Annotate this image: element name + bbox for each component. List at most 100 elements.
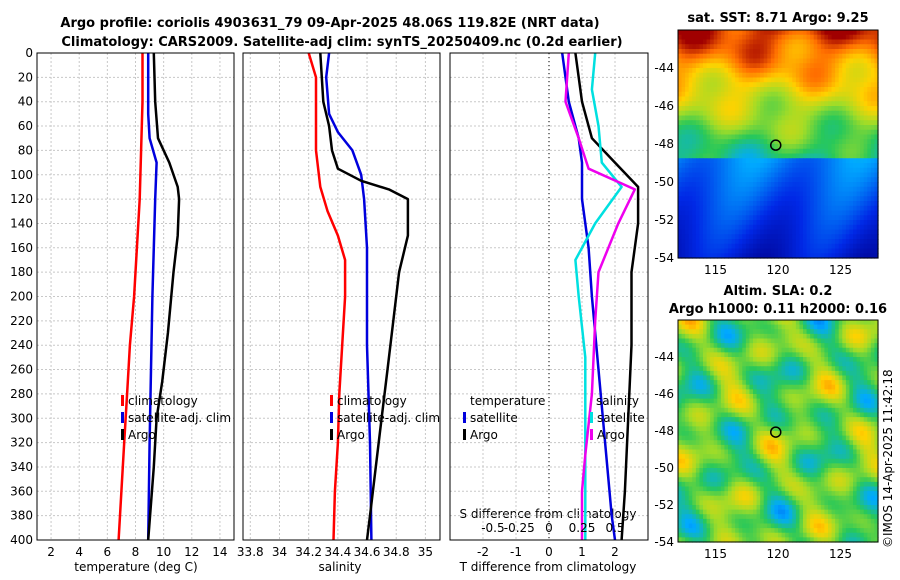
sst-map-cell [817, 96, 822, 102]
sla-map-cell [842, 426, 847, 432]
sst-map-cell [760, 215, 765, 221]
sst-map-cell [845, 106, 851, 112]
temperature-panel [36, 52, 235, 541]
sst-map-cell [785, 101, 790, 107]
sst-map-cell [799, 101, 804, 107]
sst-map-cell [810, 167, 815, 174]
sst-map-cell [867, 177, 872, 183]
sst-map-cell [785, 201, 790, 207]
sla-map-cell [792, 384, 797, 390]
sla-map-cell [795, 361, 801, 367]
sla-map-cell [870, 417, 876, 423]
sla-map-cell [778, 454, 783, 460]
sla-map-cell [813, 486, 818, 492]
sla-map-cell [806, 384, 811, 390]
sla-map-cell [810, 486, 815, 492]
sst-map-cell [810, 163, 815, 169]
sst-map-cell [692, 68, 697, 74]
sla-map-cell [803, 458, 808, 464]
sst-map-cell [724, 229, 729, 235]
sla-map-cell [774, 361, 779, 367]
sst-map-cell [842, 63, 847, 69]
sst-map-cell [681, 144, 686, 150]
sla-map-cell [742, 412, 747, 418]
sla-map-cell [863, 352, 868, 358]
sst-map-cell [856, 53, 861, 60]
sla-map-cell [810, 320, 815, 326]
sst-map-cell [813, 148, 818, 155]
sla-map-cell [870, 384, 876, 390]
sla-map-cell [820, 329, 826, 335]
sst-map-cell [863, 196, 868, 202]
sst-map-cell [828, 191, 833, 197]
sst-map-cell [781, 201, 786, 207]
sst-map-cell [749, 196, 754, 202]
sst-map-cell [838, 243, 843, 250]
sla-map-cell [842, 338, 847, 344]
sst-map-cell [770, 163, 776, 169]
sla-map-cell [767, 320, 772, 326]
sla-map-cell [681, 357, 686, 363]
sst-map-cell [785, 196, 790, 202]
sla-map-cell [763, 486, 768, 492]
sst-map-cell [849, 148, 854, 155]
sla-map-cell [849, 444, 854, 451]
sst-map-cell [745, 172, 751, 178]
sst-map-cell [856, 144, 861, 150]
sst-map-cell [728, 243, 733, 250]
sst-map-cell [874, 63, 879, 69]
sst-map-cell [767, 172, 772, 178]
sla-map-cell [781, 481, 786, 488]
sla-map-cell [863, 343, 868, 349]
sst-map-cell [749, 191, 754, 197]
sla-map-cell [713, 366, 718, 372]
sst-map-cell [692, 220, 697, 226]
sla-map-cell [828, 426, 833, 432]
sst-map-cell [720, 30, 726, 36]
sst-map-cell [745, 239, 751, 245]
sla-map-cell [688, 343, 693, 349]
sst-map-cell [835, 96, 840, 102]
sla-map-cell [867, 468, 872, 474]
sla-map-cell [849, 389, 854, 395]
sla-map-cell [795, 333, 801, 340]
sst-map-cell [703, 248, 708, 254]
sst-map-cell [724, 253, 729, 259]
sst-map-cell [828, 182, 833, 188]
sla-map-cell [856, 477, 861, 483]
sst-map-cell [720, 72, 726, 79]
sst-map-cell [860, 101, 865, 107]
sla-map-cell [756, 481, 761, 488]
sst-map-cell [774, 49, 779, 55]
sst-map-cell [781, 253, 786, 259]
sla-map-cell [817, 370, 822, 377]
sst-map-cell [760, 186, 765, 193]
sla-map-cell [728, 347, 733, 353]
sla-map-cell [867, 380, 872, 386]
sla-map-cell [810, 361, 815, 367]
sst-map-cell [838, 120, 843, 126]
sla-map-cell [728, 380, 733, 386]
sst-map-cell [785, 248, 790, 254]
sst-map-cell [760, 224, 765, 231]
sst-map-cell [742, 44, 747, 50]
sla-map-cell [835, 380, 840, 386]
sla-map-cell [845, 389, 851, 395]
sla-map-cell [685, 347, 690, 353]
sla-map-cell [831, 417, 836, 423]
sst-map-cell [728, 129, 733, 136]
sst-map-cell [849, 58, 854, 64]
sla-map-cell [842, 347, 847, 353]
sla-map-cell [724, 389, 729, 395]
sst-map-cell [745, 144, 751, 150]
sla-map-cell [763, 352, 768, 358]
sla-map-cell [742, 431, 747, 437]
sla-map-cell [853, 403, 858, 409]
sla-map-cell [867, 384, 872, 390]
sla-map-cell [803, 449, 808, 455]
sla-map-cell [720, 481, 726, 488]
sla-map-cell [874, 444, 879, 451]
sla-map-cell [853, 384, 858, 390]
sst-map-cell [853, 191, 858, 197]
sst-map-cell [756, 87, 761, 93]
